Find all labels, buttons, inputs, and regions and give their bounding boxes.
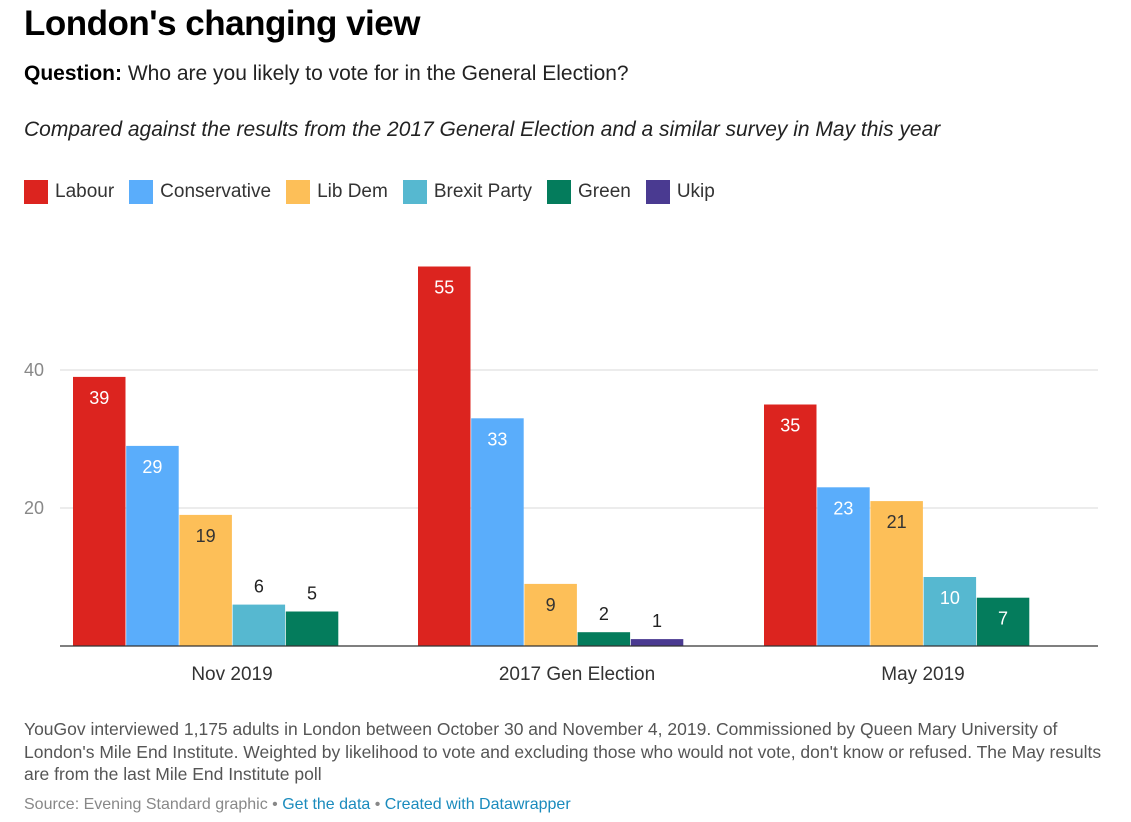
legend-item-green: Green: [547, 180, 631, 204]
data-label: 10: [940, 588, 960, 608]
data-label: 21: [887, 512, 907, 532]
bar-green-2017-gen-election: [577, 632, 631, 646]
bar-lib-dem-may-2019: [870, 501, 923, 646]
bar-brexit-party-nov-2019: [232, 604, 286, 646]
x-tick-label: 2017 Gen Election: [499, 664, 655, 685]
data-label: 9: [546, 595, 556, 615]
data-label: 6: [254, 577, 264, 597]
legend-label: Lib Dem: [317, 181, 388, 202]
bar-conservative-nov-2019: [126, 445, 179, 646]
legend: Labour Conservative Lib Dem Brexit Party Gre…: [24, 180, 730, 204]
question-text: Who are you likely to vote for in the Ge…: [127, 62, 629, 85]
legend-item-ukip: Ukip: [645, 180, 715, 204]
bar-lib-dem-nov-2019: [179, 514, 232, 646]
source-line: Source: Evening Standard graphic • Get t…: [24, 796, 571, 814]
source-separator: •: [370, 796, 385, 813]
source-text: Source: Evening Standard graphic: [24, 796, 268, 813]
y-tick-label: 20: [24, 498, 44, 518]
bar-green-nov-2019: [285, 611, 339, 646]
legend-item-lib-dem: Lib Dem: [286, 180, 388, 204]
legend-item-conservative: Conservative: [129, 180, 271, 204]
legend-swatch: [24, 180, 48, 204]
data-label: 19: [196, 526, 216, 546]
x-tick-label: May 2019: [881, 664, 964, 685]
x-tick-label: Nov 2019: [191, 664, 272, 685]
data-label: 29: [142, 457, 162, 477]
source-separator: •: [267, 796, 283, 813]
data-label: 55: [434, 278, 454, 298]
legend-item-brexit-party: Brexit Party: [402, 180, 533, 204]
legend-label: Brexit Party: [433, 181, 533, 202]
legend-label: Labour: [55, 181, 115, 202]
bar-labour-nov-2019: [73, 376, 126, 646]
bar-labour-2017-gen-election: [418, 266, 471, 646]
data-label: 1: [652, 611, 662, 631]
chart-subtitle: Compared against the results from the 20…: [24, 118, 941, 141]
bar-brexit-party-may-2019: [923, 577, 977, 646]
bar-conservative-2017-gen-election: [471, 418, 524, 646]
chart-title: London's changing view: [24, 4, 420, 43]
bar-ukip-2017-gen-election: [630, 639, 684, 646]
legend-swatch: [286, 180, 311, 204]
legend-swatch: [547, 180, 572, 204]
data-label: 5: [307, 584, 317, 604]
bar-green-may-2019: [976, 597, 1030, 646]
legend-swatch: [129, 180, 154, 204]
legend-label: Ukip: [676, 181, 715, 202]
chart-notes: YouGov interviewed 1,175 adults in Londo…: [24, 719, 1102, 784]
get-data-link[interactable]: Get the data: [282, 796, 371, 813]
legend-label: Green: [578, 181, 631, 202]
legend-swatch: [645, 180, 670, 204]
data-label: 2: [599, 604, 609, 624]
datawrapper-link[interactable]: Created with Datawrapper: [384, 796, 571, 813]
bar-labour-may-2019: [764, 404, 817, 646]
data-label: 23: [833, 498, 853, 518]
legend-item-labour: Labour: [24, 180, 114, 204]
data-label: 39: [89, 388, 109, 408]
bar-conservative-may-2019: [817, 487, 870, 646]
legend-swatch: [402, 180, 427, 204]
question: Question: Who are you likely to vote for…: [24, 62, 629, 86]
legend-label: Conservative: [160, 181, 272, 202]
y-tick-label: 40: [24, 360, 44, 380]
data-label: 35: [780, 416, 800, 436]
data-label: 33: [487, 429, 507, 449]
bar-lib-dem-2017-gen-election: [524, 583, 577, 646]
question-label: Question:: [24, 62, 122, 85]
data-label: 7: [998, 609, 1008, 629]
